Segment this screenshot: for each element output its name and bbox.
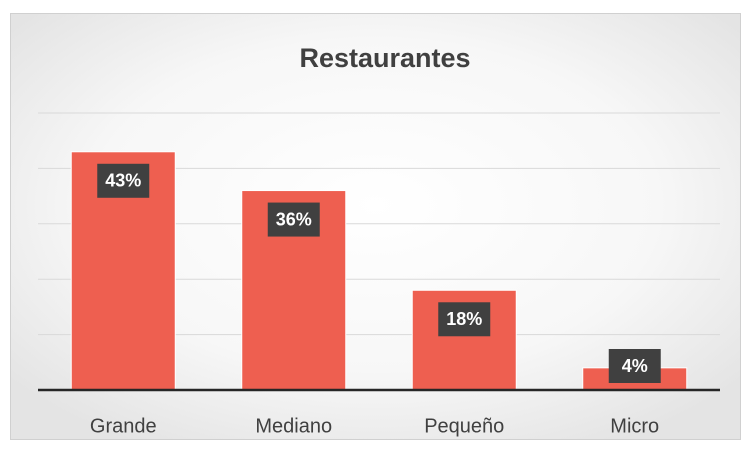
data-label: 18%	[446, 309, 482, 329]
data-label-box	[608, 349, 661, 383]
bar	[70, 151, 176, 391]
data-label: 4%	[622, 356, 648, 376]
data-label-box	[97, 163, 150, 198]
x-tick-label: Mediano	[255, 415, 332, 437]
x-tick-label: Grande	[90, 415, 157, 437]
x-tick-label: Micro	[610, 415, 659, 437]
data-label-box	[267, 202, 320, 237]
data-label: 43%	[105, 171, 141, 191]
data-label-box	[438, 302, 491, 337]
x-tick-label: Pequeño	[424, 415, 504, 437]
chart-title: Restaurantes	[299, 43, 470, 73]
data-label: 36%	[276, 209, 312, 229]
